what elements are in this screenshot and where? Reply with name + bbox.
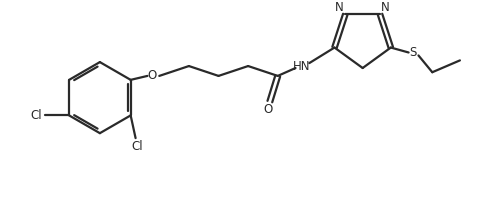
Text: O: O [148,69,157,82]
Text: N: N [381,1,390,14]
Text: S: S [409,46,416,59]
Text: HN: HN [293,60,310,73]
Text: Cl: Cl [132,140,144,153]
Text: N: N [335,1,343,14]
Text: Cl: Cl [31,109,42,122]
Text: O: O [263,103,272,116]
